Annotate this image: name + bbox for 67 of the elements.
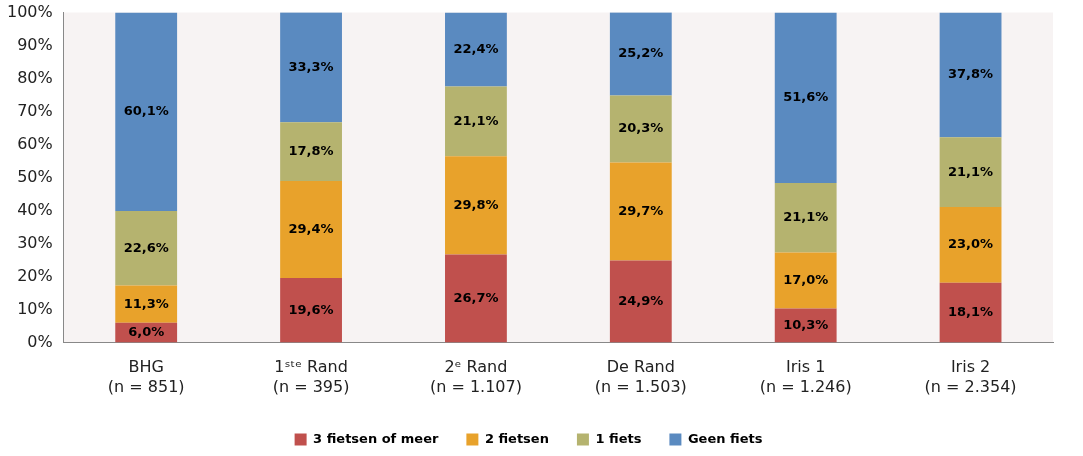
legend-label: 1 fiets [595,430,642,446]
data-label: 29,7% [618,202,664,218]
data-label: 60,1% [123,103,169,119]
y-tick-label: 80% [17,67,53,87]
bar [609,162,672,261]
y-tick-label: 0% [27,331,53,351]
bar [280,12,342,123]
bar [609,12,672,96]
data-label: 21,1% [453,112,499,128]
data-label: 20,3% [618,120,664,136]
bar [939,282,1002,343]
x-tick-label: BHG (n = 851) [107,357,185,396]
y-tick-label: 100% [6,1,53,21]
data-label: 29,8% [453,196,499,212]
data-label: 17,0% [783,271,829,287]
y-tick-label: 40% [17,199,53,219]
data-label: 21,1% [783,209,829,225]
data-label: 22,4% [453,40,499,56]
bar [280,180,342,278]
bar [280,122,342,181]
legend-label: 3 fietsen of meer [313,430,439,446]
data-label: 26,7% [453,289,499,305]
data-label: 10,3% [783,316,829,332]
data-label: 23,0% [948,236,994,252]
bar [115,12,178,211]
y-tick-label: 70% [17,100,53,120]
data-label: 11,3% [123,295,169,311]
data-label: 19,6% [288,301,334,317]
bar [115,210,178,286]
data-label: 33,3% [288,58,334,74]
y-tick-label: 30% [17,232,53,252]
bar [939,12,1002,138]
data-label: 37,8% [948,66,994,82]
bar [774,252,837,309]
data-label: 17,8% [288,142,334,158]
x-tick-label: Iris 2 (n = 2.354) [924,357,1017,396]
y-tick-label: 20% [17,265,53,285]
legend-label: 2 fietsen [484,430,549,446]
data-label: 24,9% [618,292,664,308]
data-label: 51,6% [783,89,829,105]
data-label: 22,6% [123,239,169,255]
x-tick-label: Iris 1 (n = 1.246) [759,357,852,396]
bar [609,260,672,343]
bar [774,12,837,183]
bar [280,277,342,343]
data-label: 25,2% [618,45,664,61]
bar [445,156,507,255]
bar [445,86,507,157]
y-tick-label: 10% [17,298,53,318]
y-tick-label: 60% [17,133,53,153]
y-tick-label: 90% [17,34,53,54]
bar [445,254,507,343]
bar [445,12,507,87]
x-tick-label: 1ˢᵗᵉ Rand (n = 395) [272,357,350,396]
legend-label: Geen fiets [687,430,763,446]
bar [939,206,1002,283]
x-tick-label: 2ᵉ Rand (n = 1.107) [429,357,522,396]
y-tick-label: 50% [17,166,53,186]
x-tick-label: De Rand (n = 1.503) [594,357,687,396]
bar [774,182,837,253]
data-label: 6,0% [128,324,165,340]
data-label: 18,1% [948,304,994,320]
bar [939,137,1002,207]
bar [115,285,178,323]
data-label: 29,4% [288,220,334,236]
data-label: 21,1% [948,163,994,179]
bar [609,95,672,163]
